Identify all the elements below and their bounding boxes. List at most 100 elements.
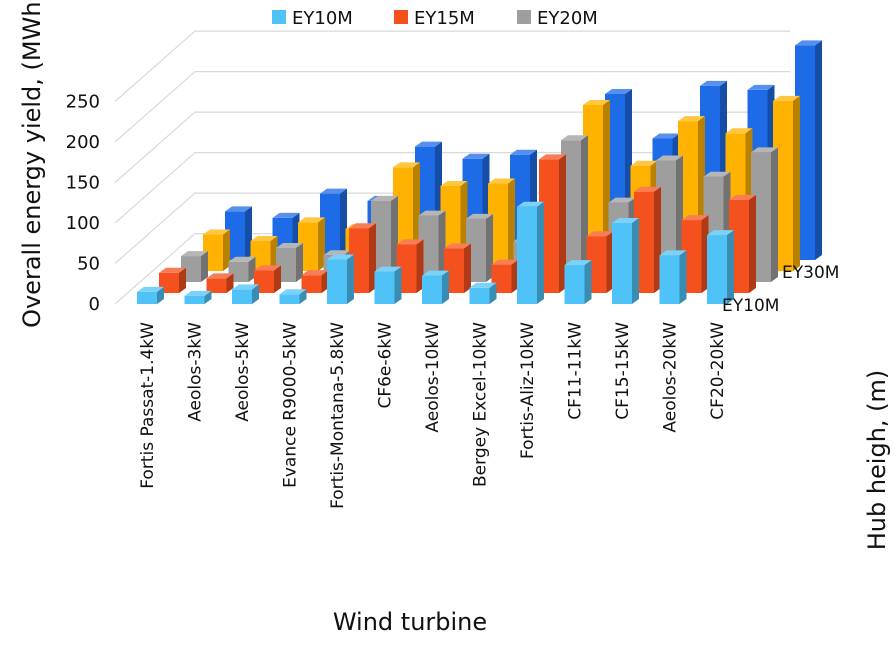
bar-side xyxy=(679,250,687,304)
bar-side xyxy=(274,265,281,293)
y-axis-title: Overall energy yield, (MWh) xyxy=(18,0,46,328)
bar-side xyxy=(270,236,278,271)
bar-top xyxy=(415,141,442,147)
bar-top xyxy=(462,153,490,159)
bar xyxy=(469,287,490,304)
x-tick-label: Fortis Passat-1.4kW xyxy=(138,322,158,489)
bar-side xyxy=(654,186,661,293)
bar-top xyxy=(729,194,756,200)
bar-side xyxy=(321,270,329,293)
bar-top xyxy=(583,99,610,105)
bar-top xyxy=(605,88,632,94)
bar xyxy=(301,275,322,293)
bar-top xyxy=(659,250,687,256)
bar-top xyxy=(630,160,658,166)
bar-side xyxy=(486,213,493,282)
bar-side xyxy=(204,290,212,304)
bar xyxy=(327,259,347,304)
bar-side xyxy=(676,155,683,282)
bar-side xyxy=(815,40,822,260)
bar-top xyxy=(396,239,424,245)
legend-swatch xyxy=(517,10,531,24)
bar-side xyxy=(394,266,402,304)
bar-top xyxy=(700,80,727,86)
bar-top xyxy=(393,162,420,168)
y-tick-label: 200 xyxy=(66,132,100,153)
bar-top xyxy=(184,290,212,296)
y-tick-labels: 0 50 100 150 200 250 xyxy=(66,92,100,316)
legend: EY10M EY15M EY20M xyxy=(272,8,598,29)
bar-side xyxy=(771,147,778,282)
bar-top xyxy=(586,231,614,237)
bar xyxy=(659,255,680,304)
x-tick-label: Aeolos-3kW xyxy=(186,322,206,422)
bar-side xyxy=(442,270,449,304)
bar-top xyxy=(681,215,709,221)
series-row xyxy=(159,154,756,293)
bar-top xyxy=(747,84,775,90)
bar-top xyxy=(203,229,230,235)
bar-top xyxy=(272,212,300,218)
bar-top xyxy=(159,267,186,273)
bar-side xyxy=(296,242,303,282)
bar-top xyxy=(517,201,544,207)
bar-side xyxy=(157,286,164,304)
bar-top xyxy=(725,128,753,134)
bar-side xyxy=(559,154,566,293)
bar-top xyxy=(678,116,705,122)
bar xyxy=(206,278,227,293)
x-tick-label: Aeolos-20kW xyxy=(661,322,681,433)
bar-side xyxy=(749,194,756,293)
y-tick-label: 0 xyxy=(89,294,100,315)
bar-side xyxy=(299,289,307,304)
bar-top xyxy=(250,236,278,242)
bar-side xyxy=(201,251,208,282)
bar-side xyxy=(603,99,610,271)
bar-side xyxy=(438,210,446,282)
bar-side xyxy=(632,218,639,304)
bar-side xyxy=(252,284,259,304)
bar-top xyxy=(181,251,208,257)
x-tick-label: Fortis-Montana-5.8kW xyxy=(328,322,348,509)
depth-label: EY10M xyxy=(722,296,779,316)
bar-top xyxy=(298,217,325,223)
x-tick-label: CF15-15kW xyxy=(613,322,633,420)
bar-top xyxy=(539,154,566,160)
x-tick-label: CF11-11kW xyxy=(566,322,586,420)
bar-top xyxy=(510,149,537,155)
bar-side xyxy=(727,230,734,304)
bar-top xyxy=(751,147,778,153)
x-tick-label: Bergey Excel-10kW xyxy=(471,322,491,487)
bar-side xyxy=(340,188,347,260)
series-row xyxy=(137,201,734,304)
bar-side xyxy=(318,217,325,271)
bar-top xyxy=(320,188,347,194)
bar-top xyxy=(418,210,446,216)
bar-top xyxy=(254,265,281,271)
bar-top xyxy=(301,270,329,276)
bar-top xyxy=(634,186,661,192)
bar-side xyxy=(226,273,234,293)
bar-side xyxy=(369,223,376,293)
bar xyxy=(279,294,300,304)
bar-top xyxy=(279,289,307,295)
legend-label: EY15M xyxy=(414,8,475,29)
bar xyxy=(137,291,157,304)
bar-top xyxy=(491,259,519,265)
bar-top xyxy=(349,223,376,229)
bar-side xyxy=(179,267,186,293)
bar-top xyxy=(564,260,592,266)
z-axis-title: Hub heigh, (m) xyxy=(863,370,891,551)
depth-label: EY30M xyxy=(782,263,839,283)
legend-label: EY20M xyxy=(537,8,598,29)
bar xyxy=(232,289,252,304)
bar-top xyxy=(608,197,636,203)
bar-side xyxy=(508,178,515,271)
y-tick-label: 50 xyxy=(77,254,100,275)
bar-top xyxy=(656,155,683,161)
legend-swatch xyxy=(394,10,408,24)
bar-top xyxy=(225,206,252,212)
bar-top xyxy=(327,254,354,260)
bar-side xyxy=(793,95,800,272)
bar-top xyxy=(773,95,800,101)
